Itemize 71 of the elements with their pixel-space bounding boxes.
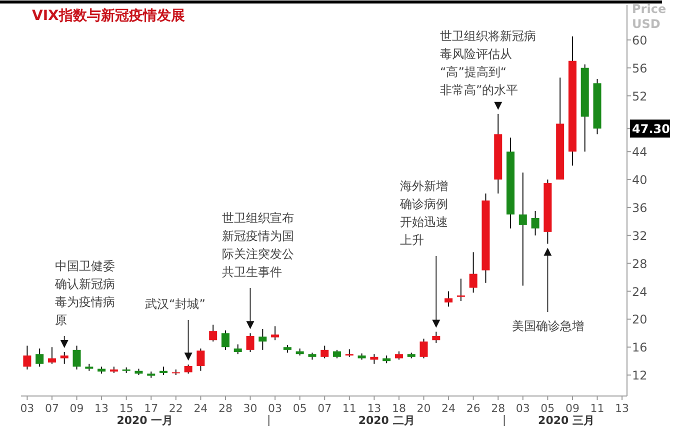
y-tick-label: 24: [632, 284, 648, 299]
candlestick: [432, 331, 440, 344]
x-tick-label: 13: [615, 402, 630, 415]
candlestick: [23, 345, 32, 370]
candlestick: [444, 290, 453, 308]
candlestick: [531, 210, 540, 236]
candlestick: [234, 344, 242, 355]
y-tick-label: 47.30: [632, 122, 670, 136]
x-tick-label: 11: [342, 402, 356, 415]
x-tick-label: 03: [268, 402, 282, 415]
y-tick-label: 52: [632, 89, 648, 104]
x-tick-label: 11: [590, 402, 604, 415]
y-tick-label: 36: [632, 200, 648, 215]
candlestick: [271, 326, 280, 341]
candlestick: [258, 328, 267, 350]
candlestick: [469, 252, 478, 294]
candlestick: [420, 338, 428, 359]
x-tick-label: 20: [416, 402, 431, 415]
x-tick-label: 13: [367, 402, 382, 415]
y-tick-label: 16: [632, 340, 648, 355]
x-tick-label: 22: [168, 402, 183, 415]
x-tick-label: 28: [491, 402, 506, 415]
x-tick-label: 18: [392, 402, 406, 415]
y-tick-label: 56: [632, 61, 648, 76]
text: 2020 一月: [116, 414, 174, 427]
candlestick: [209, 324, 218, 342]
x-tick-label: 03: [20, 402, 34, 415]
annotation: 世卫组织将新冠病毒风险评估从“高”提高到“非常高”的水平: [440, 29, 536, 97]
candlestick: [196, 348, 205, 372]
x-tick-label: 30: [243, 402, 258, 415]
x-tick-label: 07: [318, 402, 332, 415]
candlestick: [221, 330, 230, 350]
x-tick-label: 03: [516, 402, 530, 415]
chart-title: VIX指数与新冠疫情发展: [32, 7, 185, 24]
x-tick-label: 15: [119, 402, 134, 415]
x-tick-label: 24: [442, 402, 456, 415]
y-tick-label: 32: [632, 228, 648, 243]
candlestick: [48, 346, 56, 364]
annotation: 世卫组织宣布新冠疫情为国际关注突发公共卫生事件: [222, 211, 294, 279]
candlestick: [246, 332, 254, 353]
y-tick-label: 40: [632, 173, 648, 188]
y-tick-label: 20: [632, 312, 648, 327]
candlestick: [320, 345, 329, 359]
x-tick-label: 24: [194, 402, 208, 415]
y-tick-label: 12: [632, 368, 648, 383]
candlestick: [370, 354, 378, 364]
y-tick-label: 44: [632, 145, 648, 160]
candlestick: [36, 348, 44, 368]
annotation: 中国卫健委确认新冠病毒为疫情病原: [54, 259, 115, 327]
y-tick-label: 28: [632, 256, 648, 271]
candlestick: [518, 172, 527, 286]
x-tick-label: 28: [218, 402, 232, 415]
annotation: 武汉“封城”: [145, 297, 206, 311]
candlestick: [60, 352, 68, 364]
annotation: 美国确诊急增: [512, 319, 584, 333]
y-tick-label: 60: [632, 33, 648, 48]
candlestick: [184, 364, 192, 374]
x-tick-label: 17: [144, 402, 158, 415]
x-tick-label: 07: [44, 402, 59, 415]
x-tick-label: 05: [292, 402, 307, 415]
x-tick-label: 09: [565, 402, 580, 415]
candlestick: [72, 345, 81, 370]
x-tick-label: 26: [466, 402, 480, 415]
y-axis-title: Price USD: [632, 2, 666, 31]
annotation: 海外新增确诊病例开始迅速上升: [399, 179, 448, 247]
x-tick-label: 13: [94, 402, 109, 415]
x-tick-label: 09: [70, 402, 84, 415]
x-tick-label: 05: [540, 402, 555, 415]
text: 2020 三月: [538, 414, 595, 427]
text: 2020 二月: [358, 414, 415, 427]
candlestick: [456, 278, 465, 302]
